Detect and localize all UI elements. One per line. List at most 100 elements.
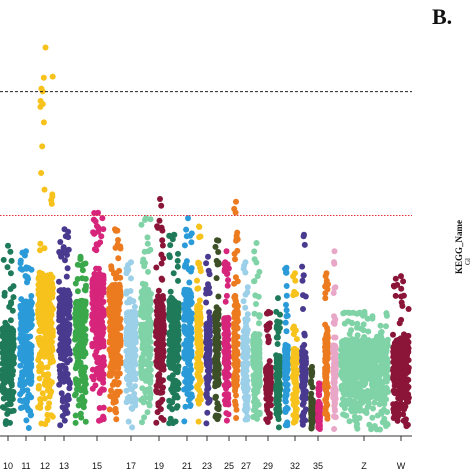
peak-point-19 bbox=[157, 196, 163, 202]
data-point bbox=[112, 408, 119, 415]
data-point bbox=[36, 327, 43, 334]
data-point bbox=[244, 284, 251, 291]
data-point bbox=[146, 386, 153, 393]
data-point bbox=[96, 270, 103, 277]
data-point bbox=[324, 402, 331, 408]
data-point bbox=[2, 394, 9, 401]
data-point bbox=[45, 310, 52, 316]
data-point bbox=[188, 391, 195, 398]
peak-point-29 bbox=[265, 308, 272, 315]
data-point bbox=[6, 340, 13, 347]
data-point bbox=[145, 347, 151, 354]
data-point bbox=[282, 348, 289, 355]
data-point bbox=[100, 357, 107, 364]
data-point bbox=[153, 264, 160, 271]
data-point bbox=[28, 374, 35, 381]
data-point bbox=[315, 406, 321, 413]
data-point bbox=[49, 73, 56, 80]
data-point bbox=[233, 232, 240, 239]
data-point bbox=[17, 380, 24, 387]
data-point bbox=[8, 299, 15, 306]
data-point bbox=[293, 347, 300, 354]
data-point bbox=[273, 352, 280, 359]
data-point bbox=[106, 339, 113, 346]
data-point bbox=[123, 387, 130, 394]
data-point bbox=[62, 365, 69, 372]
data-point bbox=[48, 200, 55, 207]
data-point bbox=[113, 362, 120, 369]
data-point bbox=[155, 323, 162, 330]
data-point bbox=[139, 419, 145, 426]
data-point bbox=[124, 357, 131, 364]
data-point bbox=[145, 400, 152, 407]
data-point bbox=[194, 361, 200, 367]
data-point bbox=[293, 290, 300, 297]
data-point bbox=[159, 237, 166, 244]
data-point bbox=[94, 344, 101, 351]
data-point bbox=[123, 270, 130, 277]
data-point bbox=[146, 317, 153, 324]
data-point bbox=[160, 416, 167, 423]
data-point bbox=[203, 260, 210, 267]
data-point bbox=[263, 416, 270, 423]
data-point bbox=[72, 412, 79, 419]
data-point bbox=[256, 378, 263, 385]
data-point bbox=[174, 257, 181, 264]
data-point bbox=[274, 341, 281, 347]
peak-point-37 bbox=[331, 248, 338, 255]
data-point bbox=[72, 280, 79, 287]
data-point bbox=[233, 415, 240, 421]
data-point bbox=[215, 249, 222, 255]
data-point bbox=[160, 341, 167, 348]
data-point bbox=[22, 344, 29, 351]
data-point bbox=[224, 282, 231, 289]
data-point bbox=[24, 326, 31, 333]
data-point bbox=[275, 328, 282, 335]
data-point bbox=[26, 394, 33, 401]
data-point bbox=[242, 319, 249, 326]
data-point bbox=[231, 352, 237, 359]
data-point bbox=[127, 288, 134, 294]
data-point bbox=[182, 261, 189, 268]
data-point bbox=[57, 303, 64, 310]
data-point bbox=[108, 297, 115, 304]
data-point bbox=[115, 324, 122, 330]
data-point bbox=[282, 319, 289, 326]
data-point bbox=[299, 401, 306, 408]
data-point bbox=[21, 367, 28, 374]
chromosome-16-points bbox=[106, 226, 124, 423]
data-point bbox=[39, 390, 46, 397]
data-point bbox=[6, 372, 13, 379]
peak-point-25 bbox=[223, 248, 230, 255]
data-point bbox=[81, 398, 88, 405]
data-point bbox=[221, 348, 228, 354]
data-point bbox=[144, 234, 151, 241]
data-point bbox=[254, 273, 261, 280]
data-point bbox=[56, 381, 63, 388]
data-point bbox=[97, 239, 104, 246]
data-point bbox=[175, 277, 181, 284]
data-point bbox=[253, 362, 260, 369]
data-point bbox=[214, 400, 221, 407]
data-point bbox=[331, 426, 338, 432]
data-point bbox=[171, 317, 178, 324]
data-point bbox=[181, 242, 188, 249]
data-point bbox=[221, 369, 228, 375]
data-point bbox=[126, 320, 133, 327]
data-point bbox=[59, 413, 66, 419]
data-point bbox=[232, 398, 238, 405]
data-point bbox=[251, 278, 258, 284]
data-point bbox=[291, 323, 297, 330]
peak-point-27 bbox=[242, 259, 249, 266]
data-point bbox=[56, 363, 63, 370]
data-point bbox=[251, 373, 258, 380]
data-point bbox=[21, 322, 28, 328]
data-point bbox=[128, 275, 134, 282]
data-point bbox=[232, 274, 239, 281]
data-point bbox=[205, 267, 212, 274]
data-point bbox=[10, 336, 17, 343]
data-point bbox=[66, 385, 73, 392]
data-point bbox=[10, 327, 16, 334]
data-point bbox=[129, 373, 136, 380]
data-point bbox=[49, 413, 56, 420]
